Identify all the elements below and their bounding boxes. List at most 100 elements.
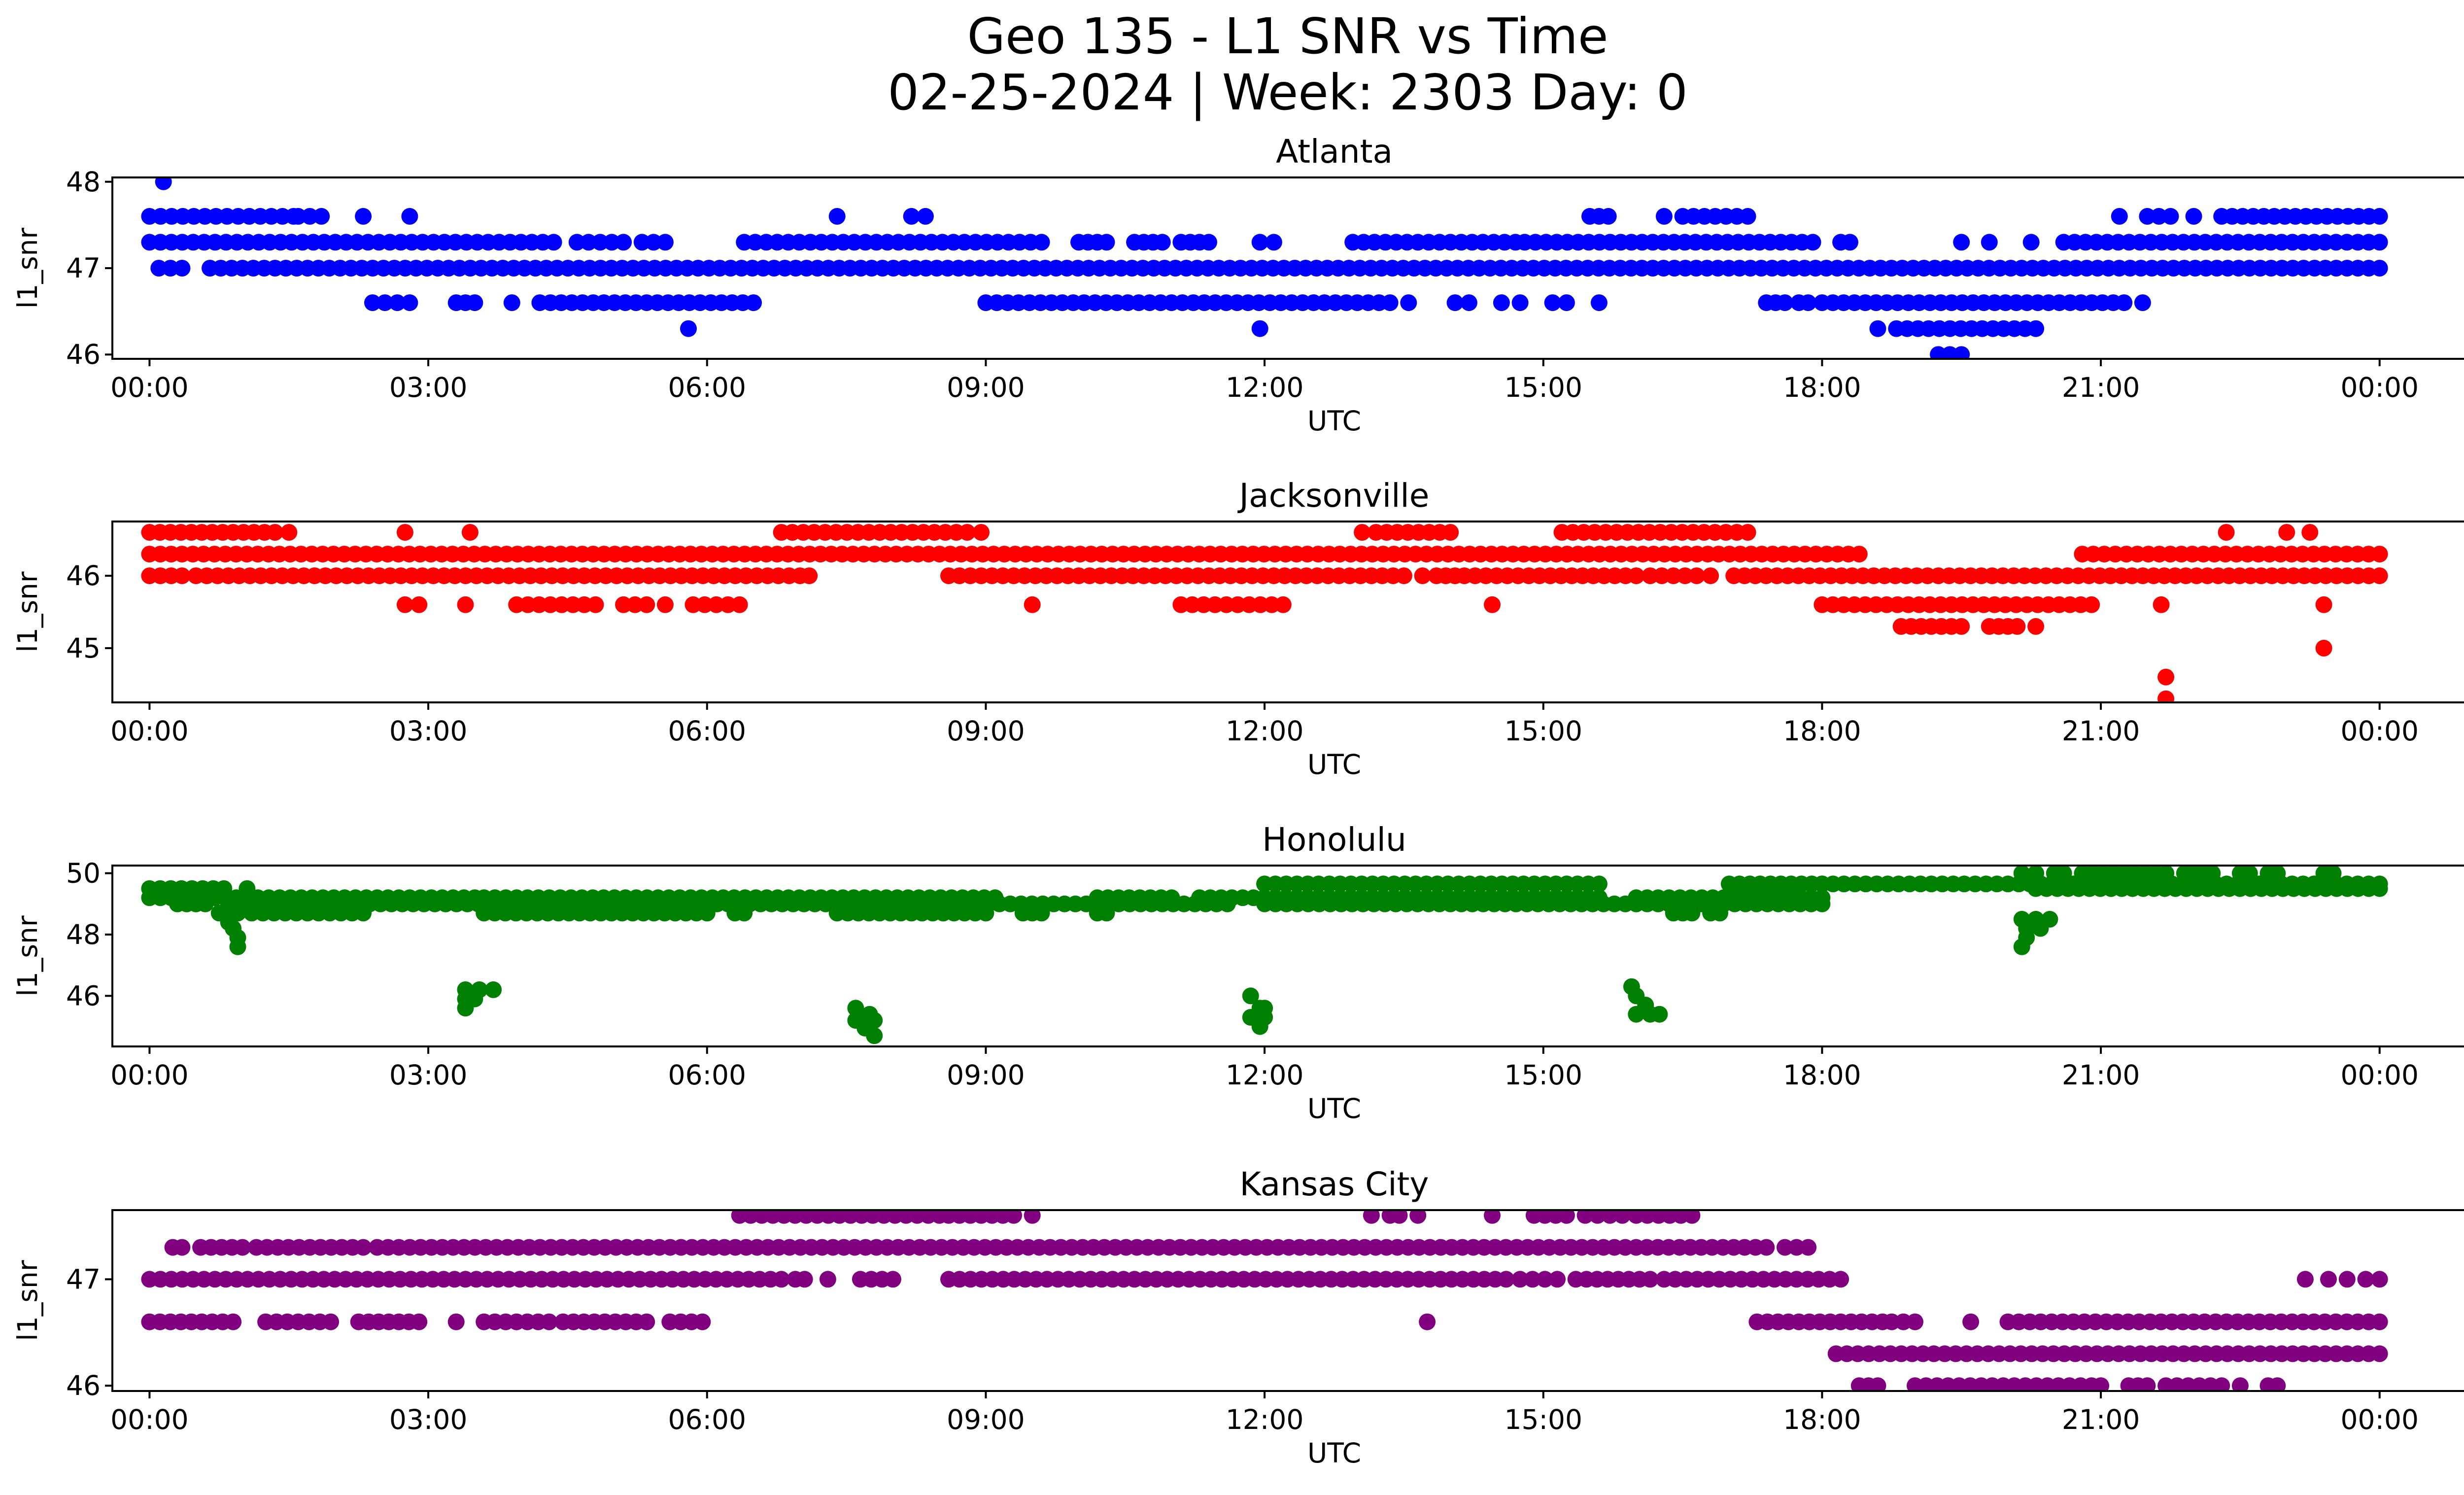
data-point <box>1895 1313 1912 1330</box>
data-point <box>1251 234 1268 251</box>
data-point <box>173 567 191 585</box>
data-point <box>1005 1210 1022 1224</box>
x-axis-label: UTC <box>1307 1093 1361 1124</box>
panel-title: Kansas City <box>1240 1165 1429 1203</box>
data-point <box>2116 294 2133 312</box>
data-point <box>1024 596 1041 613</box>
data-point <box>1251 320 1268 337</box>
x-tick-label: 15:00 <box>1504 1059 1582 1091</box>
data-point <box>694 1313 711 1330</box>
data-point <box>1804 234 1821 251</box>
panel-title: Honolulu <box>1262 821 1406 859</box>
data-point <box>828 208 846 225</box>
data-point <box>1758 1239 1775 1256</box>
x-tick-label: 03:00 <box>389 715 468 747</box>
x-tick-label: 09:00 <box>947 1404 1025 1435</box>
x-tick-label: 12:00 <box>1226 372 1304 403</box>
x-tick-label: 06:00 <box>668 1059 746 1091</box>
data-point <box>1981 234 1998 251</box>
data-point <box>1711 904 1728 922</box>
data-point <box>1962 1313 1980 1330</box>
data-point <box>1414 567 1431 585</box>
data-point <box>1739 524 1756 541</box>
data-point <box>736 904 753 922</box>
data-point <box>2139 1377 2156 1391</box>
data-point <box>2315 639 2332 657</box>
data-point <box>1251 1018 1268 1035</box>
data-point <box>1154 234 1171 251</box>
data-point <box>1777 294 1793 312</box>
data-point <box>2371 567 2388 585</box>
axes-frame <box>111 865 2464 1047</box>
data-point <box>457 1000 474 1017</box>
data-point <box>1953 346 1970 359</box>
data-point <box>355 208 372 225</box>
data-point <box>2185 208 2202 225</box>
data-point <box>2218 524 2235 541</box>
data-point <box>1953 234 1970 251</box>
data-point <box>591 234 609 251</box>
y-axis-label: l1_snr <box>12 1260 43 1341</box>
data-point <box>411 1313 428 1330</box>
data-point <box>1953 618 1970 635</box>
scatter-points <box>141 177 2388 359</box>
data-point <box>2371 1313 2388 1330</box>
data-point <box>457 596 474 613</box>
data-point <box>1883 1313 1900 1330</box>
data-point <box>1683 1210 1701 1224</box>
x-tick-label: 06:00 <box>668 372 746 403</box>
y-tick-label: 46 <box>66 1370 101 1401</box>
data-point <box>1589 1210 1606 1224</box>
data-point <box>580 234 597 251</box>
data-point <box>1655 208 1673 225</box>
data-point <box>796 1271 813 1288</box>
data-point <box>645 234 662 251</box>
panel-title: Jacksonville <box>1237 477 1430 515</box>
x-tick-label: 00:00 <box>2340 1404 2419 1435</box>
data-point <box>1739 208 1756 225</box>
data-point <box>1601 1210 1618 1224</box>
data-point <box>1200 234 1217 251</box>
data-point <box>1033 904 1050 922</box>
data-point <box>1642 567 1659 585</box>
data-point <box>656 596 674 613</box>
figure-title-line1: Geo 135 - L1 SNR vs Time <box>967 7 1608 65</box>
x-tick-label: 00:00 <box>110 1404 189 1435</box>
data-point <box>1869 320 1886 337</box>
axes-frame <box>111 1209 2464 1392</box>
data-point <box>1511 1271 1529 1288</box>
data-point <box>884 1271 901 1288</box>
data-point <box>866 1027 883 1044</box>
x-axis-label: UTC <box>1307 405 1361 437</box>
data-point <box>2139 208 2156 225</box>
data-point <box>155 177 172 190</box>
data-point <box>2371 208 2388 225</box>
y-tick-label: 50 <box>66 858 101 889</box>
data-point <box>280 524 298 541</box>
data-point <box>1642 1271 1659 1288</box>
data-point <box>1419 1313 1436 1330</box>
data-point <box>1549 1271 1566 1288</box>
data-point <box>587 596 604 613</box>
data-point <box>267 524 283 541</box>
scatter-points <box>141 1210 2388 1391</box>
data-point <box>1907 1313 1923 1330</box>
data-point <box>173 1239 191 1256</box>
data-point <box>2315 596 2332 613</box>
x-tick-label: 18:00 <box>1783 1059 1861 1091</box>
data-point <box>447 1313 465 1330</box>
x-axis-label: UTC <box>1307 749 1361 780</box>
x-tick-label: 06:00 <box>668 715 746 747</box>
data-point <box>977 904 994 922</box>
x-axis-label: UTC <box>1307 1437 1361 1469</box>
data-point <box>698 904 716 922</box>
data-point <box>1842 234 1858 251</box>
figure-title-line2: 02-25-2024 | Week: 2303 Day: 0 <box>888 64 1687 121</box>
data-point <box>1850 546 1868 563</box>
data-point <box>615 596 632 613</box>
panel-kansas-city: 00:00 03:00 06:00 09:00 12:00 15:00 18:00 21:00… <box>12 1165 2464 1469</box>
data-point <box>1590 875 1608 893</box>
data-point <box>2013 938 2030 955</box>
data-point <box>2027 618 2045 635</box>
